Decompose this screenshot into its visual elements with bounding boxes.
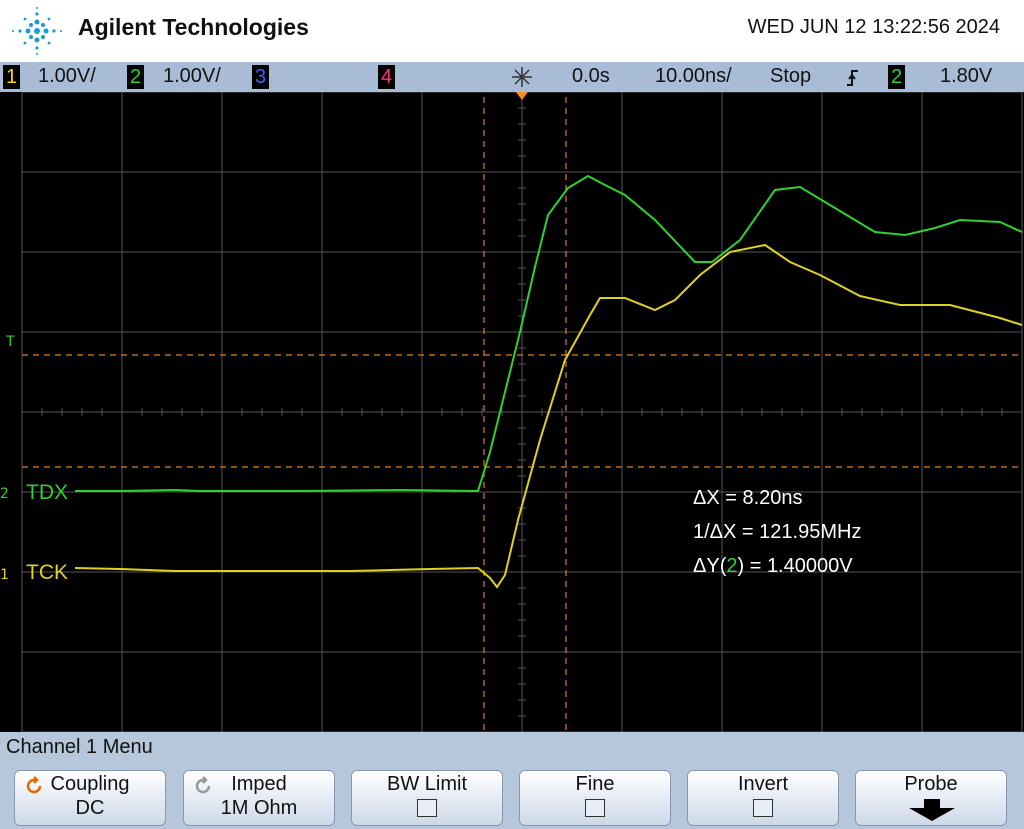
cycle-icon xyxy=(195,776,211,794)
down-arrow xyxy=(909,799,955,821)
softkey-value: DC xyxy=(75,797,105,819)
ch2-scale: 1.00V/ xyxy=(163,65,221,87)
softkey-label: Probe xyxy=(904,773,958,795)
cycle-icon xyxy=(26,776,42,794)
trigger-slope-icon xyxy=(847,70,858,86)
ch2-label: TDX xyxy=(26,481,68,504)
datetime: WED JUN 12 13:22:56 2024 xyxy=(747,16,1000,38)
run-state: Stop xyxy=(770,65,812,87)
status-bar: 1 1.00V/ 2 1.00V/ 3 4 0.0s 10.00ns/ Stop… xyxy=(0,62,1024,92)
delta-y-prefix: ΔY( xyxy=(693,555,727,577)
softkey[interactable]: Fine xyxy=(519,770,671,826)
softkey[interactable]: Coupling DC xyxy=(14,770,166,826)
menu-title: Channel 1 Menu xyxy=(6,736,153,758)
delta-x: ΔX = 8.20ns xyxy=(693,487,803,509)
softkey-label: BW Limit xyxy=(387,773,467,795)
delta-y-channel: 2 xyxy=(726,555,737,577)
checkbox[interactable] xyxy=(585,799,605,817)
trigger-source: 2 xyxy=(888,65,906,89)
display: T 2 TDX 1 TCK ΔX = 8.20ns 1/ΔX = 121.95M… xyxy=(0,92,1024,732)
softkey[interactable]: BW Limit xyxy=(351,770,503,826)
softkey[interactable]: Probe xyxy=(855,770,1007,826)
ch1-ground-marker: 1 xyxy=(0,567,9,583)
timebase: 10.00ns/ xyxy=(655,65,732,87)
delay-icon xyxy=(512,67,532,87)
header: Agilent Technologies WED JUN 12 13:22:56… xyxy=(0,0,1024,62)
graticule xyxy=(21,92,1023,732)
ch4-indicator[interactable]: 4 xyxy=(378,65,396,89)
trace-ch2 xyxy=(75,174,1023,493)
softkey-label: Invert xyxy=(737,773,789,795)
ch1-indicator[interactable]: 1 xyxy=(3,65,21,89)
ch3-indicator[interactable]: 3 xyxy=(252,65,270,89)
trigger-level-marker: T xyxy=(5,334,15,350)
trigger-level: 1.80V xyxy=(940,65,993,87)
trace-ch1 xyxy=(74,243,1023,589)
softkey-label: Imped xyxy=(231,773,287,795)
brand: Agilent Technologies xyxy=(78,14,309,40)
delta-y-value: ) = 1.40000V xyxy=(737,555,853,577)
ch2-indicator[interactable]: 2 xyxy=(127,65,145,89)
softkey-value: 1M Ohm xyxy=(220,797,298,819)
ch1-scale: 1.00V/ xyxy=(38,65,96,87)
ch1-label: TCK xyxy=(26,561,68,584)
softkey-label: Coupling xyxy=(50,773,130,795)
softkey-menu: Channel 1 Menu Coupling DC Imped 1M Ohm BW L… xyxy=(0,732,1024,829)
trigger-position-marker xyxy=(516,92,528,100)
softkey-label: Fine xyxy=(575,773,615,795)
cursors xyxy=(22,97,1022,732)
softkey[interactable]: Invert xyxy=(687,770,839,826)
delay: 0.0s xyxy=(572,65,610,87)
ch2-ground-marker: 2 xyxy=(0,486,9,502)
checkbox[interactable] xyxy=(417,799,437,817)
logo xyxy=(12,7,62,55)
checkbox[interactable] xyxy=(753,799,773,817)
delta-y: ΔY(2) = 1.40000V xyxy=(693,555,853,577)
inv-delta-x: 1/ΔX = 121.95MHz xyxy=(693,521,861,543)
softkey[interactable]: Imped 1M Ohm xyxy=(183,770,335,826)
